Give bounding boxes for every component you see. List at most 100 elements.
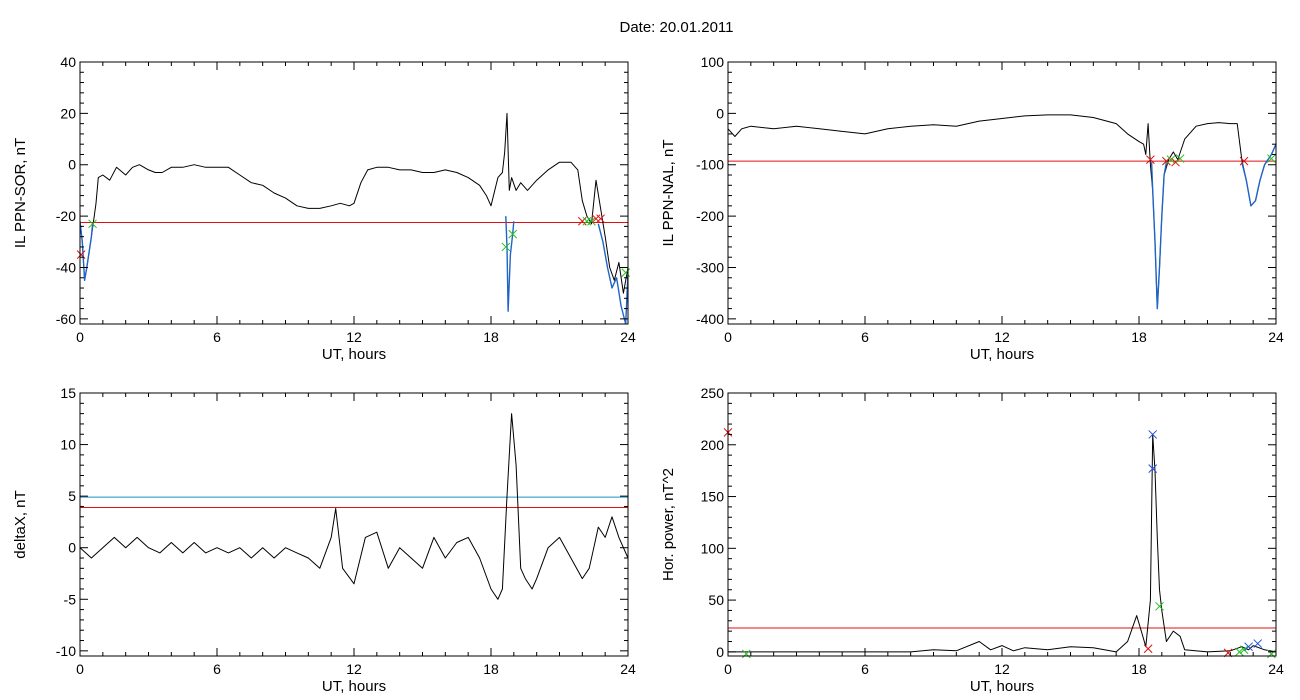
marker-stroke — [587, 216, 596, 226]
p4-xtick-label: 18 — [1131, 661, 1147, 677]
marker-stroke — [1267, 154, 1276, 163]
p4-xtick-label: 0 — [724, 661, 732, 677]
p2-series-2 — [1241, 143, 1276, 207]
p4-marker-7 — [1235, 647, 1244, 657]
marker-stroke — [1166, 155, 1176, 164]
p4-marker-10 — [1253, 639, 1263, 648]
p1-ytick-label: 40 — [60, 54, 76, 70]
p4-ytick-label: 0 — [716, 644, 724, 660]
p3-xtick-label: 0 — [76, 661, 84, 677]
p4-ytick-label: 150 — [701, 489, 725, 505]
p1-series-3 — [597, 223, 628, 324]
p4-marker-5 — [1155, 601, 1164, 611]
p2-marker-5 — [1239, 156, 1249, 166]
p4-marker-11 — [1267, 649, 1276, 659]
p4-ytick-label: 50 — [708, 592, 724, 608]
marker-stroke — [1143, 644, 1153, 654]
marker-stroke — [1162, 156, 1171, 166]
p4-y-axis-label: Hor. power, nT^2 — [660, 468, 677, 581]
p2-marker-1 — [1162, 156, 1171, 166]
p4-marker-2 — [1143, 644, 1153, 654]
p4-ytick-label: 100 — [701, 540, 725, 556]
p4-marker-3 — [1148, 430, 1158, 439]
marker-stroke — [1239, 156, 1249, 166]
p3-ytick-label: 5 — [68, 488, 76, 504]
p1-marker-7 — [591, 214, 601, 224]
p4-marker-1 — [741, 649, 751, 659]
page-title: Date: 20.01.2011 — [619, 19, 734, 36]
p1-series-0 — [80, 112, 628, 294]
marker-stroke — [1175, 154, 1185, 163]
p3-frame — [79, 392, 629, 657]
marker-stroke — [1148, 430, 1158, 439]
marker-stroke — [1146, 155, 1155, 164]
marker-stroke — [1253, 639, 1263, 648]
p2-ytick-label: -300 — [696, 259, 724, 275]
p3-ytick-label: 15 — [60, 385, 76, 401]
p1-ytick-label: -60 — [56, 311, 76, 327]
p2-series-1 — [1150, 162, 1168, 310]
marker-stroke — [577, 216, 587, 226]
p2-plot: 0 6 12 18 24 -400 -300 -200 -100 0 100 UT, hours IL … — [660, 54, 1284, 363]
p1-x-axis-label: UT, hours — [322, 346, 386, 363]
p1-marker-5 — [582, 216, 592, 226]
p2-ytick-label: 100 — [701, 54, 725, 70]
p2-ytick-label: -400 — [696, 311, 724, 327]
p1-marker-2 — [501, 242, 511, 252]
marker-stroke — [596, 214, 605, 224]
p4-xtick-label: 24 — [1268, 661, 1284, 677]
p2-xtick-label: 18 — [1131, 329, 1147, 345]
p2-xtick-label: 6 — [861, 329, 869, 345]
p2-ytick-label: 0 — [716, 105, 724, 121]
p1-marker-6 — [587, 216, 596, 226]
p1-y-axis-label: IL PPN-SOR, nT — [12, 138, 29, 248]
marker-stroke — [1267, 649, 1276, 659]
p3-ytick-label: -10 — [56, 643, 76, 659]
p2-marker-0 — [1146, 155, 1155, 164]
p4-xtick-label: 6 — [861, 661, 869, 677]
marker-stroke — [591, 214, 601, 224]
p4-plot: 0 6 12 18 24 0 50 100 150 200 250 UT, hours Hor. pow… — [660, 385, 1284, 695]
p2-xtick-label: 12 — [994, 329, 1010, 345]
p3-xtick-label: 6 — [213, 661, 221, 677]
p4-ytick-label: 250 — [701, 385, 725, 401]
marker-stroke — [1148, 464, 1158, 473]
p2-y-axis-label: IL PPN-NAL, nT — [660, 140, 677, 247]
p3-series-0 — [80, 413, 628, 600]
marker-stroke — [501, 242, 511, 252]
marker-stroke — [582, 216, 592, 226]
p2-ytick-label: -200 — [696, 208, 724, 224]
p1-series-1 — [80, 221, 94, 281]
p1-marker-4 — [577, 216, 587, 226]
p2-frame — [727, 61, 1277, 325]
marker-stroke — [88, 219, 97, 229]
p4-x-axis-label: UT, hours — [970, 678, 1034, 695]
p2-x-axis-label: UT, hours — [970, 346, 1034, 363]
marker-stroke — [1244, 642, 1253, 652]
p1-ytick-label: -20 — [56, 208, 76, 224]
p1-marker-9 — [621, 268, 631, 277]
p2-marker-4 — [1175, 154, 1185, 163]
p4-xtick-label: 12 — [994, 661, 1010, 677]
p1-marker-3 — [508, 229, 518, 239]
p3-ytick-label: 0 — [68, 540, 76, 556]
p2-xtick-label: 24 — [1268, 329, 1284, 345]
p1-xtick-label: 12 — [346, 329, 362, 345]
marker-stroke — [76, 250, 86, 260]
p1-frame — [79, 61, 629, 325]
p1-xtick-label: 18 — [483, 329, 499, 345]
p3-y-axis-label: deltaX, nT — [12, 490, 29, 558]
p1-ytick-label: 0 — [68, 157, 76, 173]
p1-xtick-label: 6 — [213, 329, 221, 345]
p4-series-0 — [728, 433, 1276, 653]
p3-xtick-label: 18 — [483, 661, 499, 677]
p2-series-0 — [728, 114, 1276, 310]
marker-stroke — [1171, 157, 1180, 167]
p4-marker-4 — [1148, 464, 1158, 473]
p3-xtick-label: 24 — [620, 661, 636, 677]
p1-marker-1 — [88, 219, 97, 229]
marker-stroke — [1155, 601, 1164, 611]
p1-xtick-label: 0 — [76, 329, 84, 345]
p4-marker-8 — [1239, 645, 1249, 655]
p1-marker-8 — [596, 214, 605, 224]
